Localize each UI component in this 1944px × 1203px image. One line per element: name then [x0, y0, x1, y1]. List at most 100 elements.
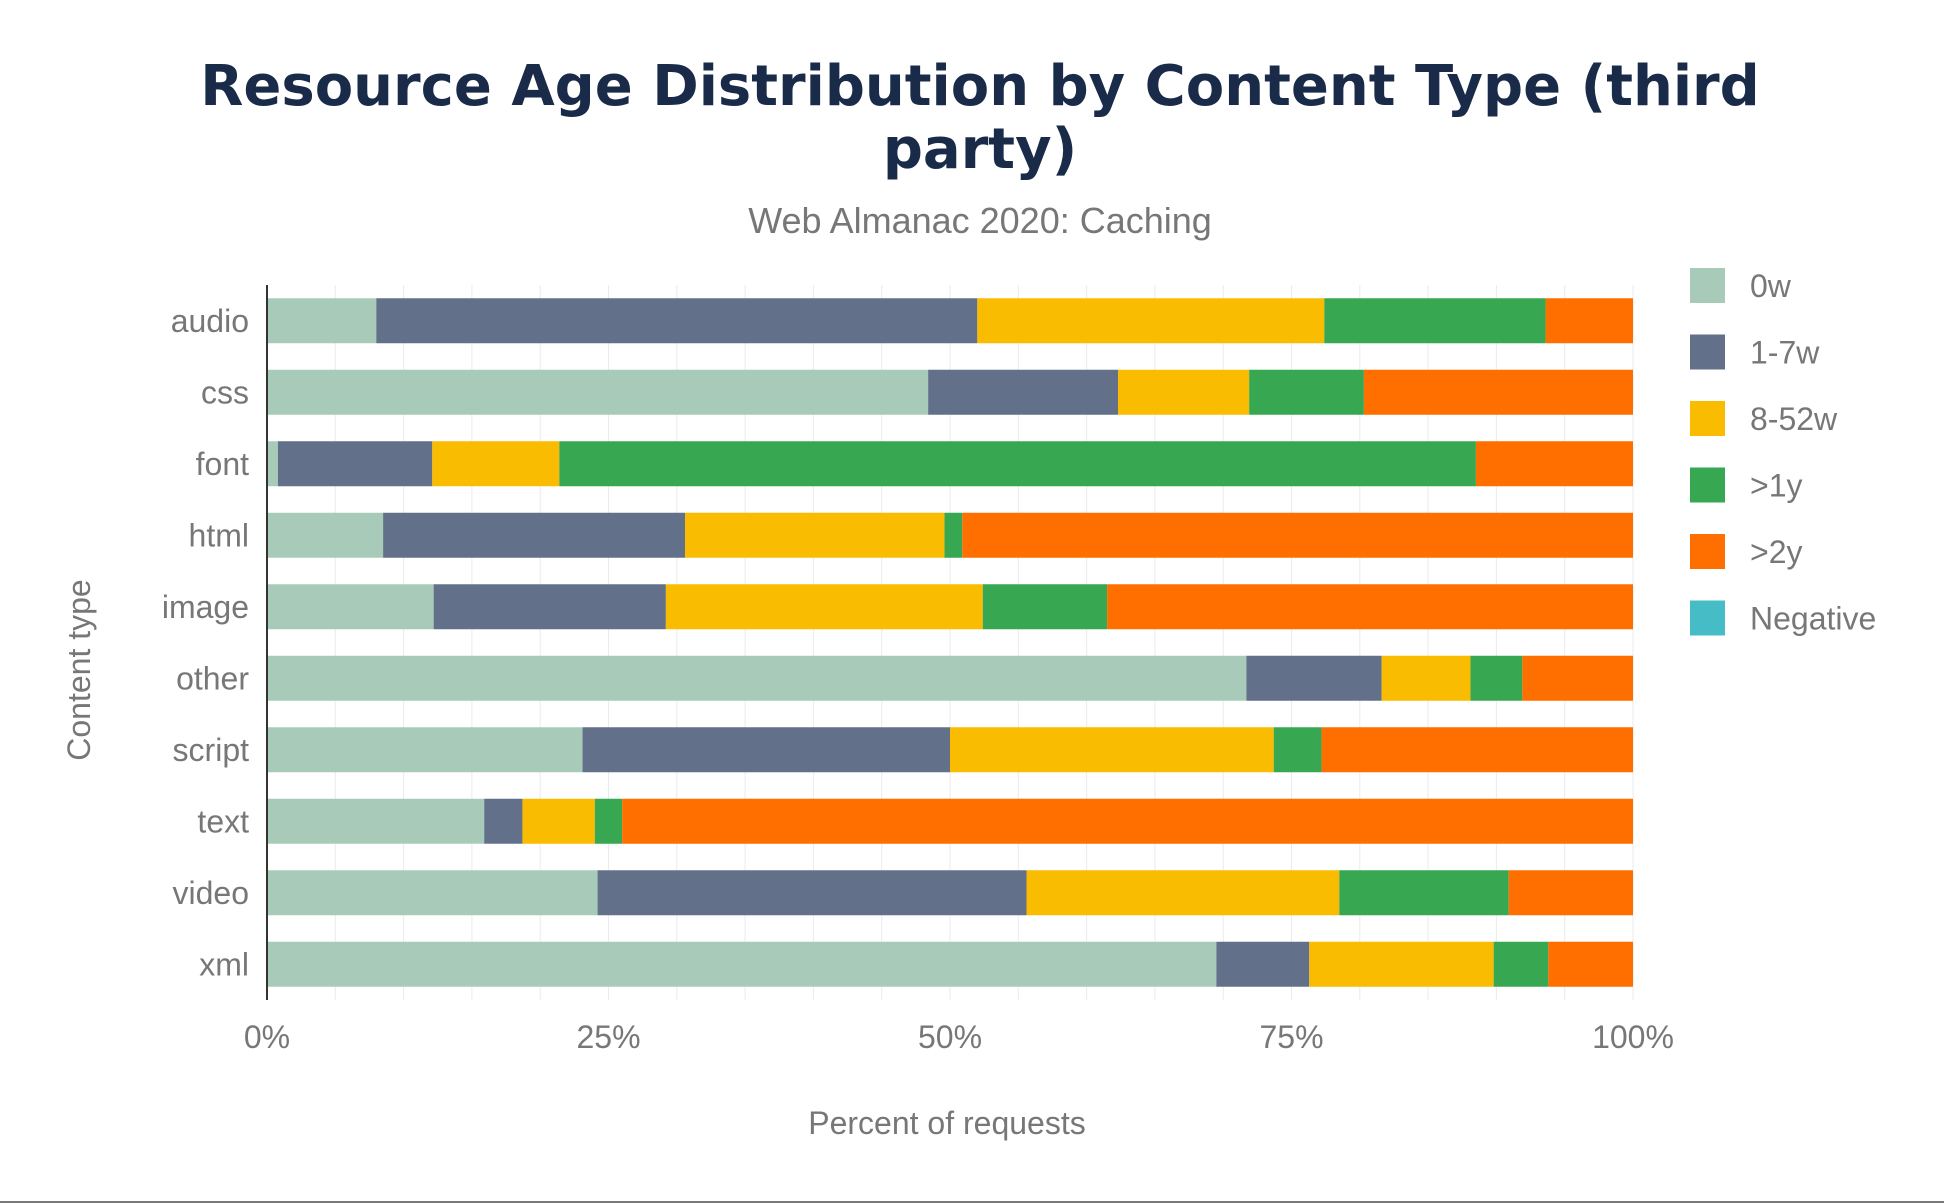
legend-swatch	[1690, 467, 1725, 503]
legend-swatch	[1690, 268, 1725, 303]
bar-css-0w	[267, 369, 929, 415]
bar-audio->2y	[1545, 298, 1633, 344]
y-axis-title: Content type	[61, 579, 97, 760]
y-tick-label-css: css	[201, 374, 249, 410]
bar-css-8-52w	[1118, 369, 1250, 415]
legend-label: >1y	[1750, 468, 1802, 504]
bar-video-1-7w	[597, 870, 1027, 916]
legend-item[interactable]: 1-7w	[1690, 334, 1820, 371]
bar-text->1y	[594, 798, 623, 844]
bar-text-1-7w	[484, 798, 523, 844]
bar-video-0w	[267, 870, 598, 916]
y-tick-label-html: html	[189, 517, 249, 553]
bar-css-1-7w	[928, 369, 1119, 415]
bar-other-8-52w	[1381, 655, 1471, 701]
chart-title-line-1: Resource Age Distribution by Content Typ…	[200, 54, 1759, 119]
bar-text->2y	[622, 798, 1633, 844]
bar-html-8-52w	[684, 512, 945, 558]
bar-row-other	[267, 655, 1633, 701]
y-tick-label-audio: audio	[171, 303, 249, 339]
bar-other-1-7w	[1246, 655, 1382, 701]
bar-text-0w	[267, 798, 485, 844]
bar-row-script	[267, 727, 1633, 773]
bar-row-video	[267, 870, 1633, 916]
x-tick-label: 0%	[244, 1019, 290, 1055]
bar-row-font	[267, 441, 1633, 487]
bar-other->2y	[1522, 655, 1633, 701]
bar-row-xml	[267, 941, 1633, 987]
bar-font-8-52w	[432, 441, 560, 487]
bar-image-8-52w	[665, 584, 983, 630]
bar-script-8-52w	[950, 727, 1274, 773]
bar-audio-0w	[267, 298, 377, 344]
bar-html-1-7w	[383, 512, 685, 558]
bar-font-0w	[267, 441, 278, 487]
bar-audio-1-7w	[376, 298, 978, 344]
bar-text-8-52w	[522, 798, 595, 844]
bar-script-0w	[267, 727, 583, 773]
y-tick-label-xml: xml	[199, 946, 249, 982]
legend: 0w 1-7w 8-52w >1y >2y Negative	[1690, 268, 1876, 637]
legend-swatch	[1690, 600, 1725, 636]
x-tick-label: 50%	[918, 1019, 982, 1055]
y-tick-label-image: image	[162, 589, 249, 625]
bar-video->1y	[1339, 870, 1509, 916]
bar-audio->1y	[1324, 298, 1546, 344]
y-tick-label-text: text	[197, 803, 249, 839]
bar-image->2y	[1107, 584, 1633, 630]
legend-swatch	[1690, 534, 1725, 569]
bar-row-text	[267, 798, 1633, 844]
x-tick-label: 75%	[1259, 1019, 1323, 1055]
bar-xml-8-52w	[1309, 941, 1494, 987]
bar-script-1-7w	[582, 727, 950, 773]
bar-image-0w	[267, 584, 434, 630]
bar-other->1y	[1470, 655, 1523, 701]
bar-css->1y	[1249, 369, 1364, 415]
bar-html->1y	[944, 512, 963, 558]
bar-video-8-52w	[1026, 870, 1340, 916]
bar-row-audio	[267, 298, 1633, 344]
bar-row-image	[267, 584, 1633, 630]
legend-swatch	[1690, 401, 1725, 436]
bar-html-0w	[267, 512, 384, 558]
legend-label: 8-52w	[1750, 401, 1838, 437]
legend-item[interactable]: 0w	[1690, 268, 1792, 304]
bar-font-1-7w	[277, 441, 433, 487]
bar-font->1y	[559, 441, 1476, 487]
bars	[267, 298, 1633, 987]
bar-xml->1y	[1493, 941, 1549, 987]
y-tick-label-script: script	[173, 732, 250, 768]
bar-other-0w	[267, 655, 1247, 701]
bar-css->2y	[1363, 369, 1633, 415]
bar-row-html	[267, 512, 1633, 558]
legend-item[interactable]: >2y	[1690, 534, 1802, 570]
bar-image-1-7w	[433, 584, 666, 630]
legend-item[interactable]: 8-52w	[1690, 401, 1838, 437]
chart-title-line-2: party)	[883, 117, 1077, 182]
legend-item[interactable]: Negative	[1690, 600, 1876, 637]
x-tick-label: 25%	[576, 1019, 640, 1055]
bar-script->1y	[1273, 727, 1322, 773]
bar-xml-1-7w	[1216, 941, 1310, 987]
legend-label: 0w	[1750, 268, 1792, 304]
legend-label: 1-7w	[1750, 335, 1820, 371]
bar-video->2y	[1508, 870, 1633, 916]
legend-item[interactable]: >1y	[1690, 467, 1802, 504]
bar-script->2y	[1321, 727, 1633, 773]
bar-font->2y	[1475, 441, 1633, 487]
bar-audio-8-52w	[977, 298, 1325, 344]
y-axis-labels: audio css font html image other script text vide…	[162, 303, 250, 983]
legend-label: >2y	[1750, 534, 1802, 570]
bar-row-css	[267, 369, 1633, 415]
bar-image->1y	[982, 584, 1108, 630]
y-tick-label-video: video	[173, 875, 250, 911]
bar-xml->2y	[1548, 941, 1633, 987]
chart-subtitle: Web Almanac 2020: Caching	[748, 200, 1212, 241]
legend-label: Negative	[1750, 601, 1876, 637]
y-tick-label-font: font	[196, 446, 249, 482]
x-axis-labels: 0% 25% 50% 75% 100%	[244, 1019, 1674, 1055]
legend-swatch	[1690, 334, 1725, 370]
y-tick-label-other: other	[176, 660, 249, 696]
bar-html->2y	[962, 512, 1633, 558]
